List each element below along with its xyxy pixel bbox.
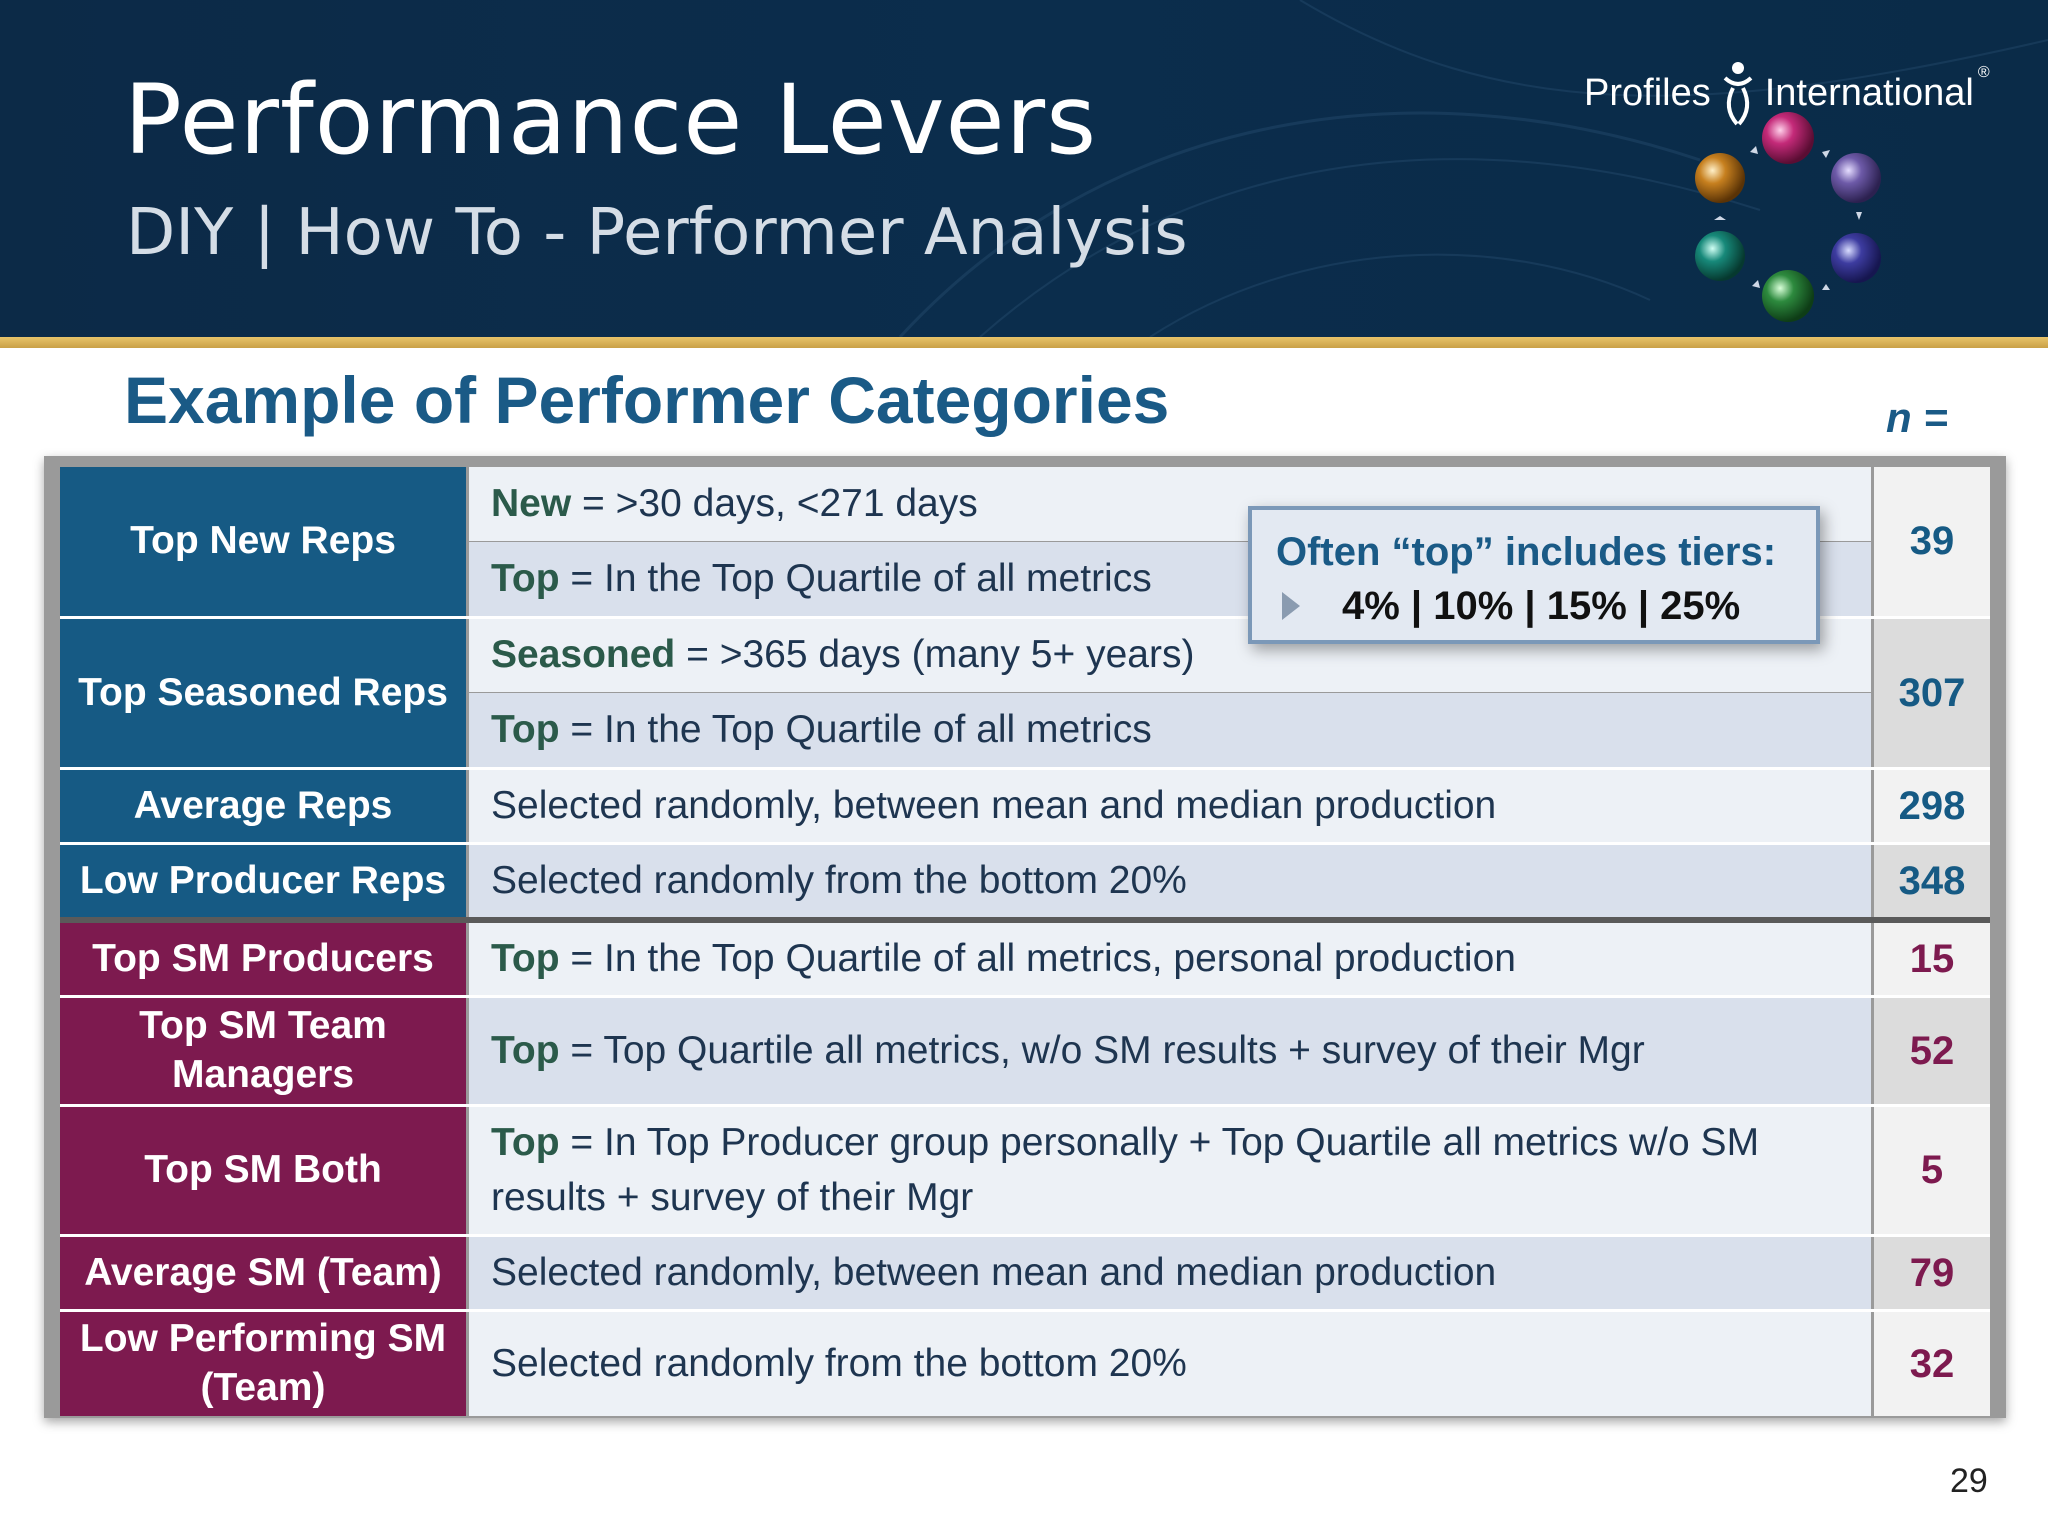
row-description-text: = In the Top Quartile of all metrics: [559, 556, 1152, 600]
row-label: Average Reps: [60, 770, 466, 842]
row-label: Low Producer Reps: [60, 845, 466, 917]
row-n-value: 307: [1874, 619, 1990, 767]
logo-figure-icon: [1723, 62, 1753, 126]
registered-mark: ®: [1977, 64, 1990, 81]
row-description-key: Seasoned: [491, 633, 676, 677]
n-count-header: n =: [1886, 394, 1948, 441]
row-n-value: 32: [1874, 1312, 1990, 1416]
table-row: Average SM (Team) Selected randomly, bet…: [60, 1237, 1990, 1309]
row-description-text: = In the Top Quartile of all metrics, pe…: [559, 936, 1516, 980]
row-label: Average SM (Team): [60, 1237, 466, 1309]
row-n-value: 15: [1874, 923, 1990, 995]
page-subtitle: DIY | How To - Performer Analysis: [126, 196, 1188, 270]
logo-word-right: International: [1764, 71, 1974, 114]
row-n-value: 52: [1874, 998, 1990, 1104]
row-description: Top = In the Top Quartile of all metrics: [469, 693, 1871, 767]
row-description: Top = In Top Producer group personally +…: [469, 1107, 1871, 1234]
row-description-text: = >365 days (many 5+ years): [675, 633, 1195, 677]
tiers-callout: Often “top” includes tiers: 4% | 10% | 1…: [1248, 506, 1820, 644]
logo-orbs-icon: [1695, 112, 1881, 322]
row-label: Low Performing SM (Team): [60, 1312, 466, 1416]
table-row: Low Producer Reps Selected randomly from…: [60, 845, 1990, 917]
row-n-value: 298: [1874, 770, 1990, 842]
company-logo-text: Profiles International ®: [1584, 58, 1990, 128]
table-row: Top SM Both Top = In Top Producer group …: [60, 1107, 1990, 1234]
callout-title: Often “top” includes tiers:: [1276, 530, 1777, 574]
triangle-right-icon: [1282, 592, 1300, 620]
table-row: Top SM Team Managers Top = Top Quartile …: [60, 998, 1990, 1104]
row-n-value: 39: [1874, 467, 1990, 616]
gold-divider: [0, 337, 2048, 348]
row-description: Selected randomly, between mean and medi…: [469, 1237, 1871, 1309]
page-title: Performance Levers: [124, 64, 1098, 176]
row-description-text: = >30 days, <271 days: [571, 481, 978, 525]
row-description-key: Top: [491, 1120, 560, 1164]
row-description-key: New: [491, 481, 572, 525]
row-description-text: = Top Quartile all metrics, w/o SM resul…: [559, 1028, 1645, 1072]
row-n-value: 79: [1874, 1237, 1990, 1309]
row-label: Top New Reps: [60, 467, 466, 616]
section-heading: Example of Performer Categories: [124, 363, 1170, 437]
table-row: Top SM Producers Top = In the Top Quarti…: [60, 923, 1990, 995]
row-description-key: Top: [491, 936, 560, 980]
page-number: 29: [1950, 1462, 1988, 1500]
row-description: Top = Top Quartile all metrics, w/o SM r…: [469, 998, 1871, 1104]
header-swirl-decoration: [898, 0, 2048, 337]
row-description-key: Top: [491, 556, 560, 600]
table-row: Average Reps Selected randomly, between …: [60, 770, 1990, 842]
row-n-value: 348: [1874, 845, 1990, 917]
table-row: Low Performing SM (Team) Selected random…: [60, 1312, 1990, 1416]
callout-tiers: 4% | 10% | 15% | 25%: [1342, 584, 1741, 628]
row-label: Top SM Producers: [60, 923, 466, 995]
row-label: Top SM Team Managers: [60, 998, 466, 1104]
row-description-text: = In Top Producer group personally + Top…: [491, 1120, 1760, 1219]
row-description: Top = In the Top Quartile of all metrics…: [469, 923, 1871, 995]
logo-word-left: Profiles: [1584, 71, 1711, 114]
row-description: Selected randomly, between mean and medi…: [469, 770, 1871, 842]
row-description-key: Top: [491, 707, 560, 751]
row-description: Selected randomly from the bottom 20%: [469, 1312, 1871, 1416]
row-n-value: 5: [1874, 1107, 1990, 1234]
row-description-key: Top: [491, 1028, 560, 1072]
group-divider: [60, 917, 1990, 923]
row-label: Top SM Both: [60, 1107, 466, 1234]
row-description-text: = In the Top Quartile of all metrics: [559, 707, 1152, 751]
row-label: Top Seasoned Reps: [60, 619, 466, 767]
row-description: Selected randomly from the bottom 20%: [469, 845, 1871, 917]
